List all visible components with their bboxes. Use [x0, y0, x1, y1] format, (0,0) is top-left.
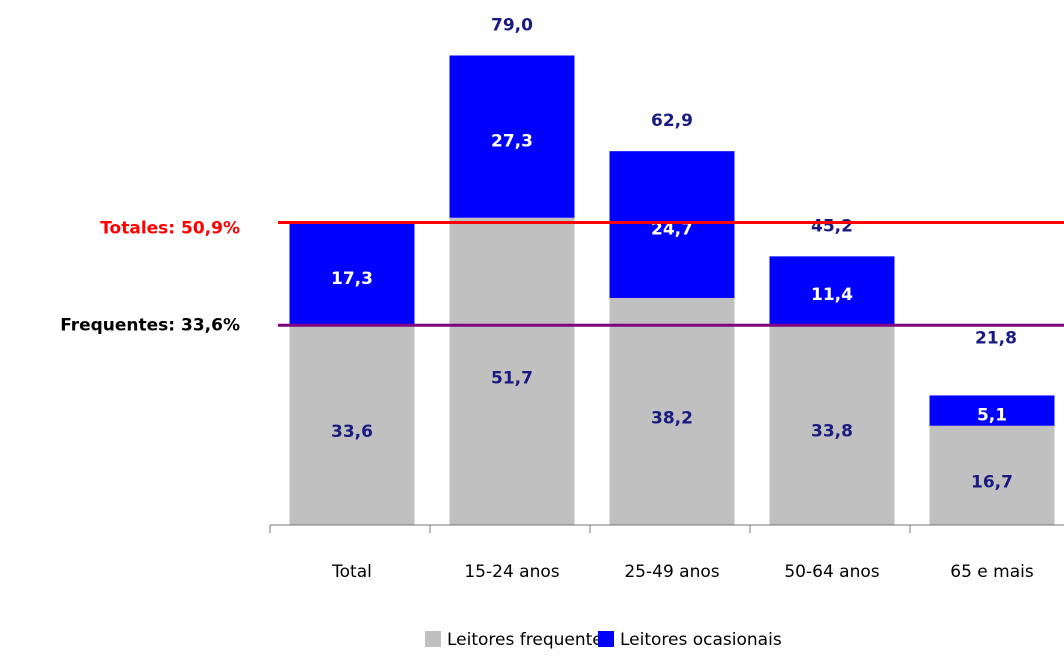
value-label: 11,4	[811, 285, 853, 305]
value-label: 5,1	[977, 406, 1007, 426]
bar-segment	[609, 297, 735, 525]
bar-segment	[449, 217, 575, 526]
bar-segment	[769, 324, 895, 525]
bar-segment	[929, 425, 1055, 525]
x-tick-label: 50-64 anos	[784, 562, 879, 582]
bar-segment	[769, 256, 895, 325]
legend-swatch	[425, 631, 441, 647]
value-label: 17,3	[331, 269, 373, 289]
value-label: 24,7	[651, 220, 693, 240]
legend-swatch	[598, 631, 614, 647]
x-tick-label: Total	[331, 562, 372, 582]
x-tick-label: 65 e mais	[950, 562, 1034, 582]
value-label: 16,7	[971, 472, 1013, 492]
total-label: 45,2	[811, 216, 853, 236]
x-tick-label: 25-49 anos	[624, 562, 719, 582]
bar-segment	[929, 395, 1055, 426]
total-label: 21,8	[975, 328, 1017, 348]
x-tick-label: 15-24 anos	[464, 562, 559, 582]
value-label: 27,3	[491, 132, 533, 152]
total-label: 62,9	[651, 111, 693, 131]
value-label: 38,2	[651, 408, 693, 428]
reference-label: Frequentes: 33,6%	[60, 315, 240, 335]
value-label: 51,7	[491, 368, 533, 388]
reference-label: Totales: 50,9%	[100, 218, 240, 238]
bar-segment	[289, 222, 415, 326]
value-label: 33,8	[811, 422, 853, 442]
bar-segment	[609, 151, 735, 298]
bar-segment	[289, 325, 415, 525]
bar-segment	[449, 55, 575, 218]
legend-label: Leitores ocasionais	[620, 630, 782, 650]
legend-label: Leitores frequentes	[447, 630, 612, 650]
value-label: 33,6	[331, 422, 373, 442]
total-label: 79,0	[491, 15, 533, 35]
